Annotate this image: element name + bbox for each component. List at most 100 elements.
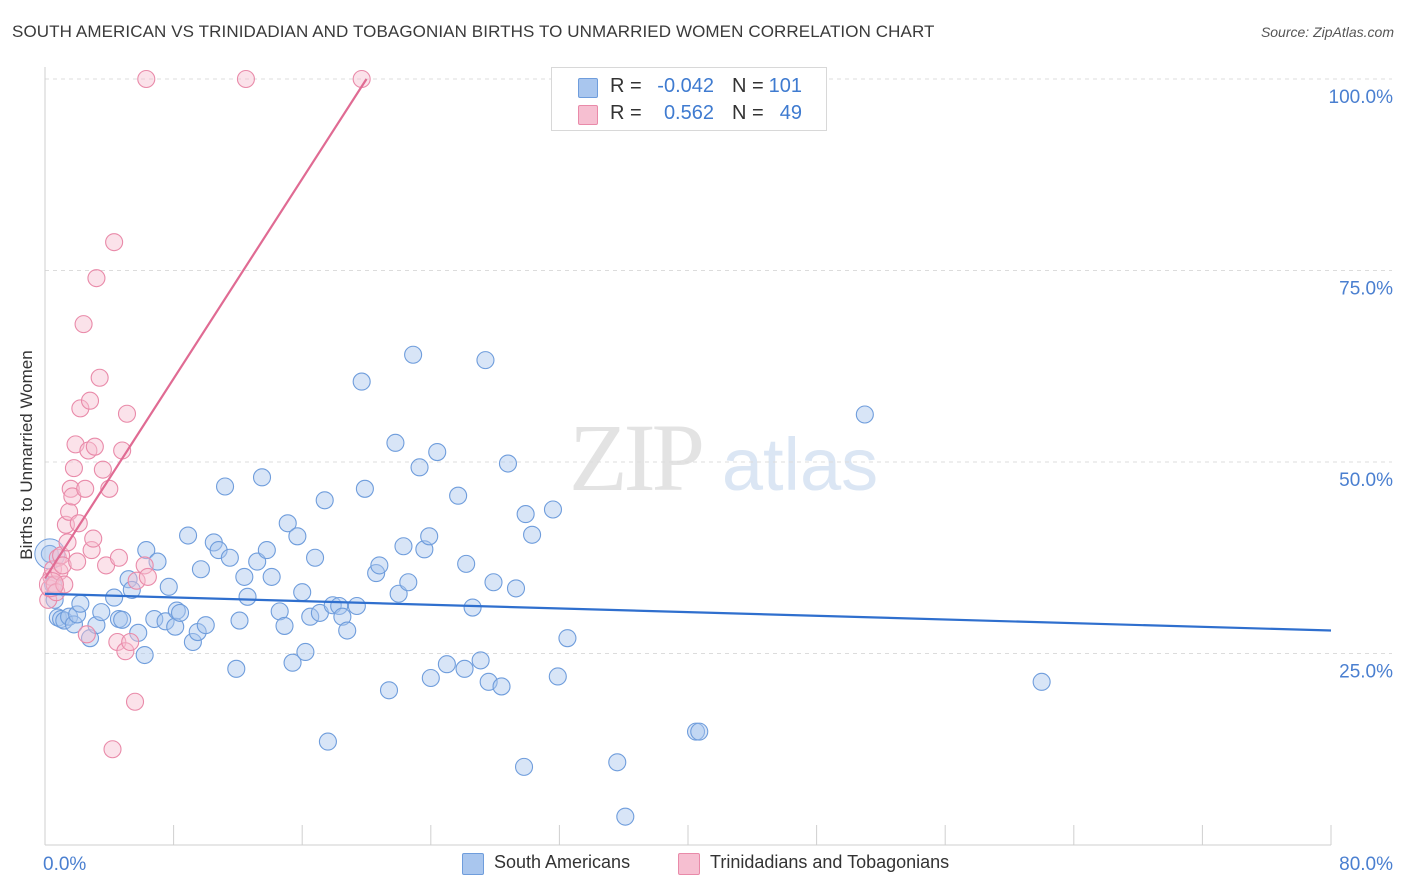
trinidadians-point: [121, 632, 140, 652]
y-tick-label: 25.0%: [1339, 662, 1393, 683]
trinidadians-point: [64, 459, 83, 478]
trinidadians-point: [116, 642, 135, 661]
legend-row-trinidadians: R = 0.562 N = 49: [552, 100, 826, 128]
south-americans-point: [457, 554, 476, 573]
n-label: N =: [732, 102, 764, 124]
south-americans-point: [318, 732, 337, 751]
r-value: 0.562: [663, 102, 714, 124]
trinidadians-point: [125, 692, 145, 711]
south-americans-point: [92, 603, 111, 622]
trinidadians-point: [135, 556, 154, 575]
trinidadians-point: [55, 575, 74, 594]
south-americans-point: [230, 611, 249, 630]
south-americans-point: [315, 491, 334, 510]
correlation-legend: R = -0.042 N = 101 R = 0.562 N = 49: [551, 67, 827, 131]
south-americans-point: [608, 753, 627, 772]
south-americans-point: [113, 610, 132, 629]
south-americans-point: [421, 668, 440, 688]
n-label: N =: [732, 75, 764, 97]
south-americans-point: [179, 526, 198, 545]
south-americans-point: [690, 722, 709, 741]
south-americans-point: [1032, 672, 1051, 691]
south-americans-point: [455, 659, 474, 678]
gridlines: [45, 78, 1392, 654]
south-americans-point: [399, 573, 418, 592]
south-americans-point: [156, 612, 175, 631]
south-americans-point: [370, 556, 389, 575]
south-americans-swatch: [462, 853, 484, 875]
legend-row-south-americans: R = -0.042 N = 101: [552, 73, 826, 101]
watermark-zip: ZIP: [569, 404, 702, 511]
x-tick-label: 0.0%: [43, 854, 86, 875]
trinidadians-point: [127, 571, 146, 590]
south-americans-swatch: [578, 78, 598, 98]
south-americans-point: [428, 442, 447, 462]
south-americans-point: [420, 527, 439, 546]
trinidadians-point: [90, 368, 109, 387]
south-americans-point: [386, 433, 405, 452]
south-americans-point: [183, 632, 202, 652]
south-americans-point: [306, 548, 325, 567]
chart-title: SOUTH AMERICAN VS TRINIDADIAN AND TOBAGO…: [12, 22, 935, 41]
trinidadians-point: [138, 567, 157, 586]
south-americans-point: [410, 458, 429, 477]
south-americans-point: [449, 486, 468, 505]
trinidadians-trend-line: [44, 78, 368, 580]
south-americans-point: [352, 372, 371, 391]
south-americans-point: [64, 615, 83, 634]
trinidadians-swatch: [678, 853, 700, 875]
south-americans-point: [257, 541, 276, 560]
south-americans-point: [296, 642, 315, 662]
south-americans-point: [301, 607, 320, 626]
watermark: ZIP atlas: [569, 404, 878, 511]
trinidadians-point: [93, 460, 112, 479]
y-tick-label: 75.0%: [1339, 279, 1393, 300]
south-americans-point: [471, 651, 490, 670]
trinidadians-points: [38, 69, 371, 759]
x-tick-label: 80.0%: [1339, 854, 1393, 875]
south-americans-point: [191, 560, 210, 579]
south-americans-point: [145, 609, 164, 629]
trend-lines: [44, 78, 1332, 632]
n-value: 101: [768, 75, 802, 97]
south-americans-point: [252, 468, 272, 487]
source-label: Source: ZipAtlas.com: [1260, 24, 1394, 40]
trinidadians-point: [68, 552, 87, 571]
south-americans-point: [379, 681, 399, 700]
south-americans-point: [506, 579, 526, 598]
south-americans-point: [347, 596, 366, 616]
south-americans-point: [355, 479, 374, 498]
south-americans-point: [283, 653, 302, 672]
south-americans-point: [122, 580, 141, 599]
trinidadians-point: [71, 399, 90, 418]
y-tick-label: 50.0%: [1339, 470, 1393, 491]
south-americans-point: [215, 477, 235, 496]
series-legend: South Americans Trinidadians and Tobagon…: [0, 852, 1406, 878]
south-americans-point: [196, 616, 215, 635]
south-americans-point: [523, 525, 542, 544]
south-americans-point: [68, 605, 87, 624]
trinidadians-point: [87, 269, 106, 288]
trinidadians-point: [137, 69, 156, 89]
south-americans-point: [235, 567, 254, 586]
trinidadians-point: [82, 541, 101, 560]
trinidadians-point: [117, 404, 137, 423]
south-americans-trend-line: [44, 592, 1332, 632]
south-americans-point: [492, 677, 511, 696]
trinidadians-point: [76, 479, 95, 498]
south-americans-point: [227, 659, 246, 678]
trinidadians-point: [84, 529, 103, 548]
south-americans-point: [105, 588, 124, 607]
axes: [44, 67, 1332, 846]
south-americans-point: [288, 527, 307, 546]
south-americans-point: [167, 601, 186, 620]
south-americans-points: [34, 345, 1051, 826]
south-americans-point: [45, 590, 64, 609]
south-americans-point: [159, 577, 178, 596]
south-americans-point: [476, 351, 495, 370]
south-americans-point: [275, 616, 294, 635]
south-americans-point: [394, 537, 413, 556]
trinidadians-point: [103, 740, 122, 759]
trinidadians-swatch: [578, 105, 598, 125]
south-americans-point: [516, 505, 535, 524]
